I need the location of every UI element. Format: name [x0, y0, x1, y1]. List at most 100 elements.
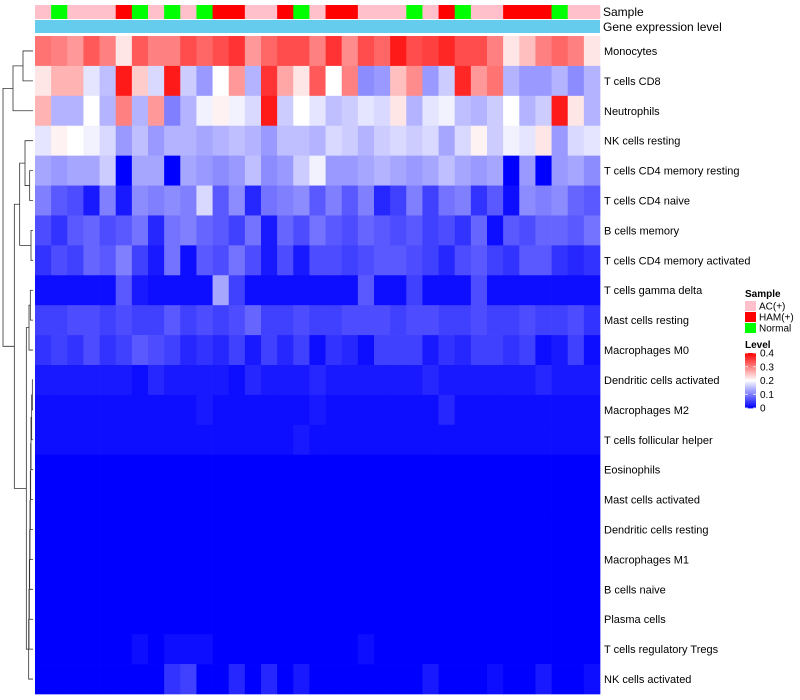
heatmap-cell — [341, 335, 359, 366]
heatmap-cell — [83, 305, 100, 336]
heatmap-cell — [390, 634, 407, 665]
heatmap-cell — [454, 484, 472, 515]
legend-level-title: Level — [745, 340, 771, 351]
heatmap-cell — [309, 305, 326, 336]
heatmap-cell — [196, 335, 213, 366]
heatmap-cell — [180, 544, 197, 575]
heatmap-cell — [180, 125, 197, 156]
heatmap-cell — [277, 514, 294, 545]
heatmap-cell — [535, 454, 552, 485]
heatmap-cell — [357, 454, 375, 485]
heatmap-cell — [83, 185, 100, 216]
heatmap-cell — [567, 424, 585, 456]
heatmap-cell — [438, 394, 456, 426]
heatmap-cell — [67, 394, 84, 426]
heatmap-cell — [519, 185, 536, 216]
heatmap-cell — [115, 454, 133, 485]
heatmap-cell — [487, 65, 504, 97]
heatmap-cell — [422, 634, 439, 665]
heatmap-cell — [244, 484, 262, 515]
legend-colorbar-segment — [745, 401, 756, 403]
heatmap-cell — [406, 574, 423, 605]
heatmap-cell — [503, 484, 520, 515]
heatmap-cell — [406, 664, 423, 695]
heatmap-cell — [503, 275, 520, 306]
heatmap-cell — [390, 335, 407, 366]
heatmap-cell — [309, 634, 326, 665]
heatmap-cell — [148, 245, 165, 276]
heatmap-cell — [148, 185, 165, 216]
heatmap-cell — [115, 514, 133, 545]
heatmap-cell — [567, 604, 585, 635]
heatmap-cell — [212, 454, 230, 485]
heatmap-cell — [115, 95, 133, 127]
heatmap-cell — [212, 125, 230, 156]
legend-colorbar-segment — [745, 369, 756, 372]
heatmap-cell — [148, 394, 165, 426]
heatmap-cell — [83, 245, 100, 276]
heatmap-cell — [83, 574, 100, 605]
heatmap-cell — [567, 215, 585, 246]
heatmap-cell — [438, 335, 456, 366]
heatmap-cell — [51, 484, 68, 515]
heatmap-cell — [357, 125, 375, 156]
heatmap-cell — [99, 215, 117, 246]
heatmap-cell — [503, 544, 520, 575]
heatmap-cell — [293, 574, 310, 605]
heatmap-cell — [115, 275, 133, 306]
heatmap-cell — [83, 275, 100, 306]
heatmap-cell — [261, 245, 278, 276]
heatmap-cell — [148, 65, 165, 97]
heatmap-cell — [115, 335, 133, 366]
heatmap-cell — [180, 185, 197, 216]
heatmap-cell — [148, 125, 165, 156]
heatmap-cell — [374, 185, 391, 216]
heatmap-cell — [212, 484, 230, 515]
heatmap-cell — [180, 664, 197, 695]
heatmap-cell — [470, 65, 488, 97]
heatmap-cell — [261, 215, 278, 246]
legend-colorbar-segment — [745, 383, 756, 386]
heatmap-cell — [212, 544, 230, 575]
heatmap-cell — [438, 664, 456, 695]
heatmap-cell — [503, 245, 520, 276]
heatmap-cell — [35, 484, 52, 515]
heatmap-cell — [293, 155, 310, 186]
sample-annotation-cell — [212, 5, 230, 19]
heatmap-cell — [277, 305, 294, 336]
heatmap-cell — [551, 634, 569, 665]
heatmap-cell — [567, 36, 585, 67]
heatmap-cell — [244, 36, 262, 67]
heatmap-cell — [148, 574, 165, 605]
heatmap-cell — [67, 36, 84, 67]
heatmap-cell — [293, 604, 310, 635]
gene-expression-track-label: Gene expression level — [603, 20, 722, 34]
heatmap-cell — [115, 36, 133, 67]
heatmap-cell — [228, 155, 246, 186]
legend-colorbar-segment — [745, 402, 756, 405]
heatmap-cell — [551, 365, 569, 396]
legend-sample-swatch — [745, 312, 756, 322]
heatmap-cell — [67, 95, 84, 127]
heatmap-cell — [341, 245, 359, 276]
heatmap-cell — [131, 365, 149, 396]
heatmap-cell — [51, 574, 68, 605]
heatmap-cell — [309, 95, 326, 127]
heatmap-cell — [535, 36, 552, 67]
heatmap-cell — [212, 95, 230, 127]
heatmap-cell — [454, 365, 472, 396]
heatmap-cell — [261, 275, 278, 306]
heatmap-cell — [422, 604, 439, 635]
heatmap-cell — [51, 36, 68, 67]
heatmap-cell — [83, 664, 100, 695]
heatmap-cell — [406, 514, 423, 545]
heatmap-cell — [99, 365, 117, 396]
heatmap-cell — [148, 155, 165, 186]
heatmap-cell — [535, 95, 552, 127]
heatmap-cell — [519, 95, 536, 127]
heatmap-cell — [115, 604, 133, 635]
heatmap-cell — [583, 514, 601, 545]
heatmap-cell — [196, 365, 213, 396]
heatmap-cell — [67, 215, 84, 246]
heatmap-cell — [67, 514, 84, 545]
